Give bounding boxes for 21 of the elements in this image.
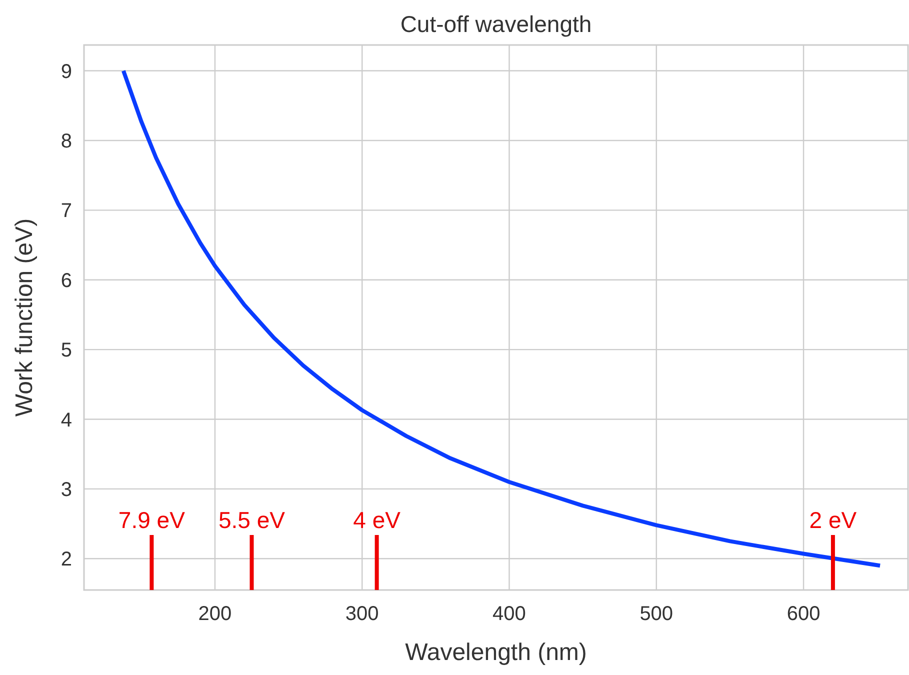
ref-line-label: 4 eV bbox=[353, 507, 402, 533]
x-axis-title: Wavelength (nm) bbox=[405, 639, 587, 666]
x-tick-label: 500 bbox=[640, 603, 674, 625]
y-axis-title: Work function (eV) bbox=[11, 218, 38, 417]
y-tick-label: 8 bbox=[60, 130, 72, 152]
y-tick-label: 4 bbox=[60, 409, 72, 432]
x-tick-label: 200 bbox=[198, 603, 232, 625]
y-tick-label: 9 bbox=[60, 60, 72, 83]
y-tick-label: 3 bbox=[60, 478, 72, 501]
chart-title: Cut-off wavelength bbox=[400, 11, 592, 37]
y-tick-label: 5 bbox=[60, 340, 72, 362]
y-tick-label: 6 bbox=[60, 270, 72, 292]
x-tick-label: 400 bbox=[492, 603, 526, 625]
line-series bbox=[121, 68, 882, 568]
y-tick-label: 2 bbox=[60, 548, 72, 571]
x-tick-label: 300 bbox=[345, 603, 379, 625]
ref-line-label: 7.9 eV bbox=[118, 507, 186, 533]
x-tick-label: 600 bbox=[786, 603, 820, 625]
y-tick-label: 7 bbox=[60, 200, 72, 222]
ref-line-label: 5.5 eV bbox=[218, 507, 286, 533]
ref-line-label: 2 eV bbox=[809, 507, 858, 533]
